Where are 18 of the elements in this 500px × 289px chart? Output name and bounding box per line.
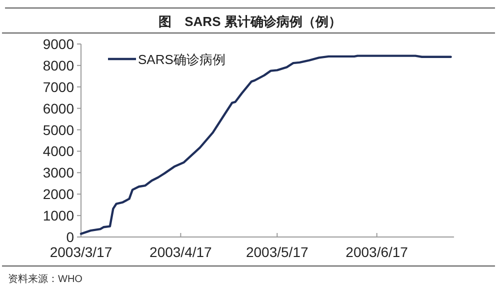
text: 资料来源：WHO xyxy=(8,273,83,285)
legend-label: SARS确诊病例 xyxy=(138,52,226,67)
chart-title: 图 SARS 累计确诊病例（例） xyxy=(158,14,342,29)
y-tick-label: 5000 xyxy=(42,122,74,138)
y-tick-label: 6000 xyxy=(42,100,74,116)
x-tick-label: 2003/5/17 xyxy=(246,244,308,260)
x-tick-label: 2003/6/17 xyxy=(346,244,408,260)
y-tick-label: 7000 xyxy=(42,78,74,95)
y-tick-label: 8000 xyxy=(42,57,74,74)
y-tick-label: 1000 xyxy=(42,208,74,224)
line-series xyxy=(80,54,452,235)
y-tick-label: 0 xyxy=(66,229,74,245)
y-tick-label: 4000 xyxy=(42,143,74,160)
x-tick-label: 2003/3/17 xyxy=(50,244,112,260)
x-tick-label: 2003/4/17 xyxy=(150,244,212,260)
y-tick-label: 9000 xyxy=(42,36,74,52)
y-tick-label: 2000 xyxy=(42,186,74,202)
y-tick-label: 3000 xyxy=(42,164,74,181)
